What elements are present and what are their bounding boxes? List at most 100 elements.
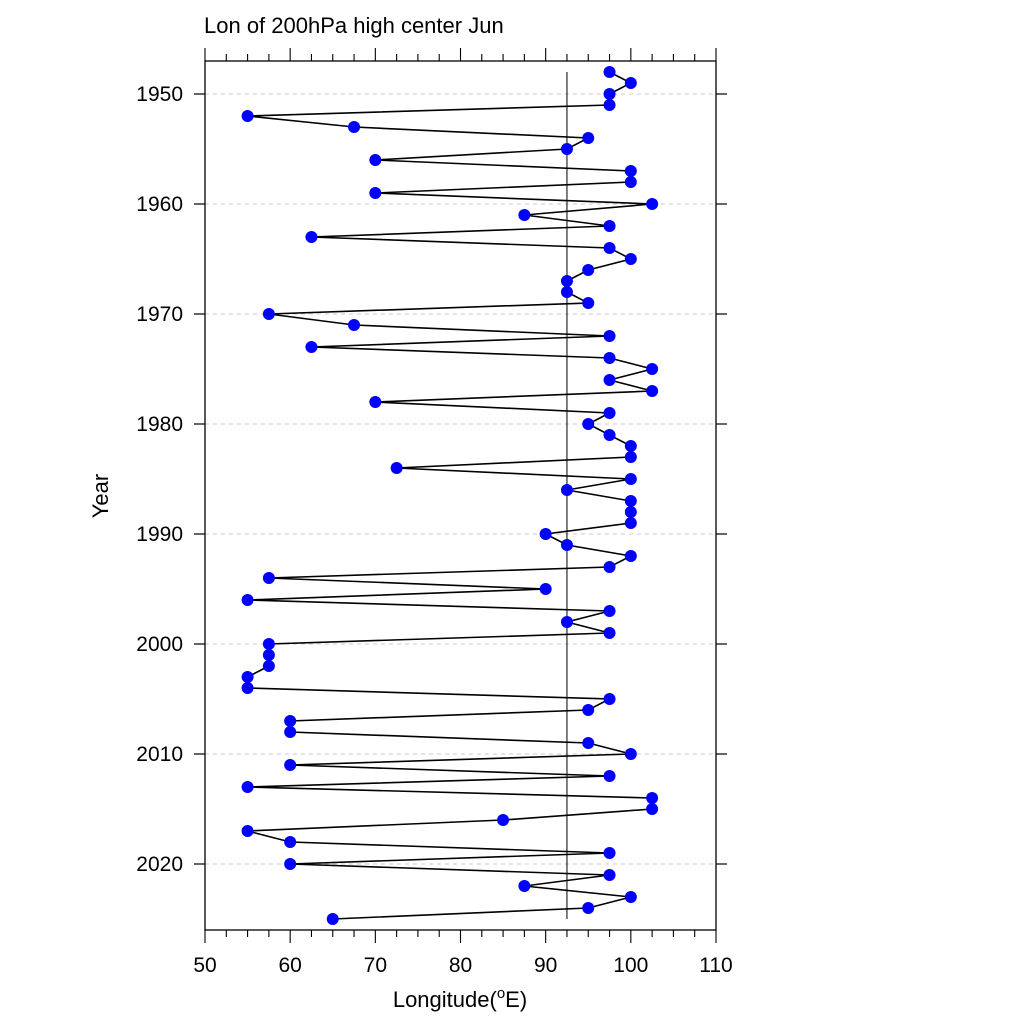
data-point-1976 — [603, 374, 616, 386]
x-axis-title-sup: o — [497, 985, 505, 1002]
data-point-2022 — [518, 880, 531, 892]
data-point-1975 — [646, 363, 659, 375]
data-point-1984 — [390, 462, 403, 474]
data-point-1952 — [241, 110, 254, 122]
data-point-2007 — [284, 715, 297, 727]
data-point-1953 — [348, 121, 361, 133]
data-point-1997 — [603, 605, 616, 617]
data-point-1980 — [582, 418, 595, 430]
data-point-1987 — [624, 495, 637, 507]
data-point-1969 — [582, 297, 595, 309]
y-tick-label-1970: 1970 — [136, 303, 183, 326]
data-point-1988 — [624, 506, 637, 518]
x-tick-label-50: 50 — [193, 954, 216, 977]
data-point-1986 — [560, 484, 573, 496]
data-point-1995 — [539, 583, 552, 595]
chart-title: Lon of 200hPa high center Jun — [204, 13, 504, 38]
x-axis-title-main: Longitude( — [393, 987, 498, 1012]
x-tick-label-70: 70 — [364, 954, 387, 977]
data-point-1973 — [305, 341, 318, 353]
data-point-2018 — [284, 836, 297, 848]
data-point-1964 — [603, 242, 616, 254]
data-point-2010 — [624, 748, 637, 760]
data-point-1949 — [624, 77, 637, 89]
data-point-1977 — [646, 385, 659, 397]
x-tick-label-60: 60 — [278, 954, 301, 977]
grid-layer — [205, 93, 716, 865]
data-point-2015 — [646, 803, 659, 815]
y-tick-label-1980: 1980 — [136, 413, 183, 436]
data-point-1971 — [348, 319, 361, 331]
data-point-1951 — [603, 99, 616, 111]
series-line — [246, 71, 656, 920]
data-point-1954 — [582, 132, 595, 144]
x-axis-title-tail: E) — [505, 987, 527, 1012]
data-point-1965 — [624, 253, 637, 265]
data-point-1992 — [624, 550, 637, 562]
data-point-2006 — [582, 704, 595, 716]
data-point-1999 — [603, 627, 616, 639]
data-point-1990 — [539, 528, 552, 540]
x-tick-label-80: 80 — [449, 954, 472, 977]
data-point-1958 — [624, 176, 637, 188]
x-tick-label-110: 110 — [699, 954, 732, 977]
data-point-1993 — [603, 561, 616, 573]
data-point-1978 — [369, 396, 382, 408]
data-point-2023 — [624, 891, 637, 903]
data-point-2002 — [262, 660, 275, 672]
data-point-2016 — [497, 814, 510, 826]
data-point-1989 — [624, 517, 637, 529]
data-point-1968 — [560, 286, 573, 298]
data-point-1950 — [603, 88, 616, 100]
data-point-1991 — [560, 539, 573, 551]
data-point-2014 — [646, 792, 659, 804]
data-point-2020 — [284, 858, 297, 870]
data-point-1966 — [582, 264, 595, 276]
data-point-2012 — [603, 770, 616, 782]
data-point-1955 — [560, 143, 573, 155]
data-point-1998 — [560, 616, 573, 628]
data-point-2005 — [603, 693, 616, 705]
x-tick-label-100: 100 — [613, 954, 648, 977]
data-point-2003 — [241, 671, 254, 683]
data-point-1962 — [603, 220, 616, 232]
x-tick-label-90: 90 — [534, 954, 557, 977]
data-point-1974 — [603, 352, 616, 364]
data-point-1985 — [624, 473, 637, 485]
data-point-1967 — [560, 275, 573, 287]
y-tick-label-2010: 2010 — [136, 743, 183, 766]
ticks-layer — [194, 48, 727, 943]
data-point-1956 — [369, 154, 382, 166]
y-tick-label-1950: 1950 — [136, 83, 183, 106]
data-point-1983 — [624, 451, 637, 463]
data-point-1972 — [603, 330, 616, 342]
data-point-2017 — [241, 825, 254, 837]
data-point-1994 — [262, 572, 275, 584]
y-tick-label-1960: 1960 — [136, 193, 183, 216]
data-point-1957 — [624, 165, 637, 177]
data-point-1960 — [646, 198, 659, 210]
data-point-1970 — [262, 308, 275, 320]
data-point-1982 — [624, 440, 637, 452]
data-point-2024 — [582, 902, 595, 914]
data-point-2021 — [603, 869, 616, 881]
data-point-2009 — [582, 737, 595, 749]
y-axis-title: Year — [88, 474, 113, 518]
data-point-1981 — [603, 429, 616, 441]
data-point-2025 — [326, 913, 339, 925]
series-layer — [241, 66, 659, 925]
data-point-2013 — [241, 781, 254, 793]
data-point-1996 — [241, 594, 254, 606]
labels-layer: 1950 1960 1970 1980 1990 2000 2010 2020 50 60 70 80… — [136, 83, 732, 977]
y-tick-label-2020: 2020 — [136, 853, 183, 876]
data-point-2011 — [284, 759, 297, 771]
data-point-1961 — [518, 209, 531, 221]
plot-frame — [204, 60, 717, 931]
y-tick-label-2000: 2000 — [136, 633, 183, 656]
x-axis-title: Longitude(oE) — [393, 985, 527, 1012]
data-point-2008 — [284, 726, 297, 738]
data-point-2004 — [241, 682, 254, 694]
y-tick-label-1990: 1990 — [136, 523, 183, 546]
data-point-1963 — [305, 231, 318, 243]
